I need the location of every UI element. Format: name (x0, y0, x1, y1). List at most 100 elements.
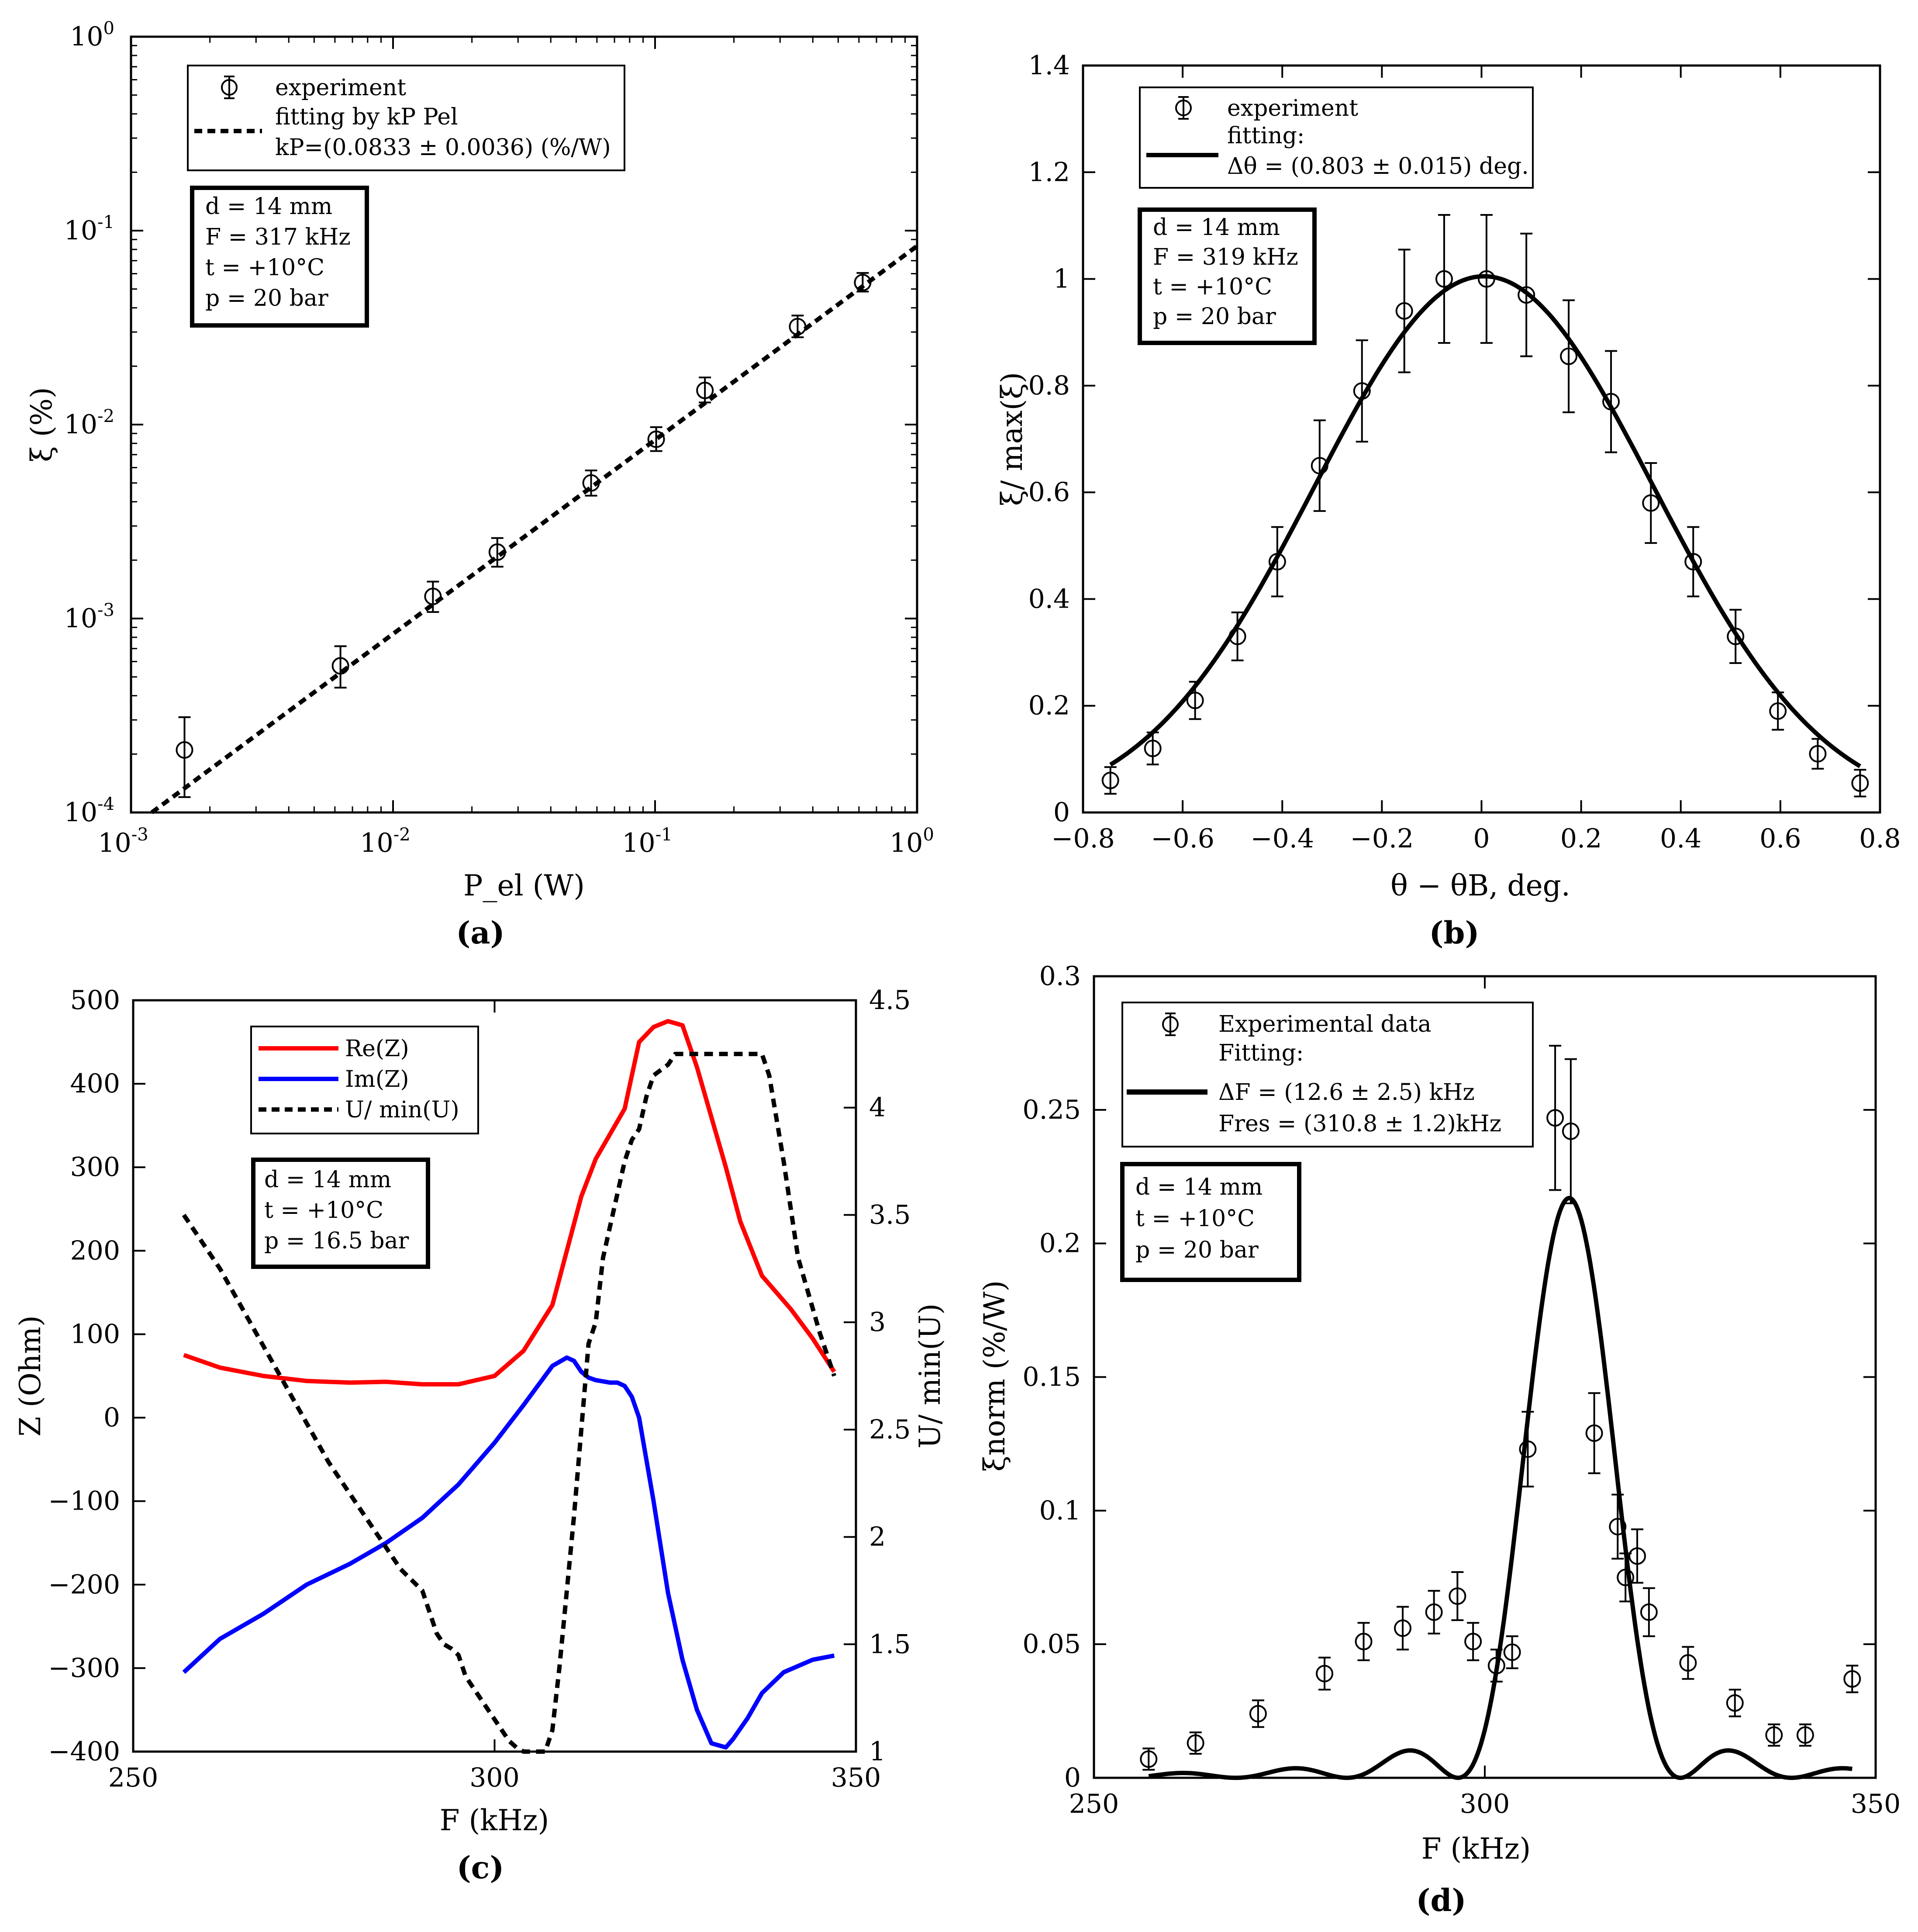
c-xlabel: F (kHz) (440, 1804, 549, 1837)
c-ytick-label-5: 100 (70, 1319, 120, 1349)
d-legend-fres: Fres = (310.8 ± 1.2)kHz (1218, 1111, 1501, 1137)
b-annotation-box (1138, 207, 1317, 345)
d-fit-curve (1148, 1196, 1852, 1780)
b-point-7-marker (1395, 302, 1413, 320)
c-rtick-label-3: 2.5 (869, 1414, 911, 1445)
d-xlabel: F (kHz) (1421, 1832, 1531, 1866)
a-xtick-label-0: 10-3 (98, 825, 148, 858)
b-legend-experiment: experiment (1227, 95, 1358, 121)
d-point-15-marker (1609, 1518, 1627, 1536)
a-legend-experiment: experiment (275, 75, 406, 101)
b-xtick-label-3: −0.2 (1350, 823, 1414, 854)
b-xtick-label-8: 0.8 (1859, 823, 1901, 854)
b-xtick-label-1: −0.6 (1151, 823, 1214, 854)
b-legend-dtheta: Δθ = (0.803 ± 0.015) deg. (1227, 153, 1529, 180)
b-point-12-marker (1602, 393, 1620, 411)
c-legend: Re(Z) Im(Z) U/ min(U) (250, 1026, 479, 1134)
b-xtick-label-2: −0.4 (1250, 823, 1314, 854)
b-annot-t: t = +10°C (1153, 274, 1272, 300)
a-point-6-marker (696, 381, 714, 399)
c-ytick-label-7: 300 (70, 1152, 120, 1182)
a-annot-t: t = +10°C (205, 255, 324, 281)
panel-b-axes-frame (1082, 64, 1881, 814)
b-ytick-label-3: 0.6 (1028, 477, 1070, 508)
a-ytick-label-1: 10-3 (64, 600, 114, 634)
d-point-14-marker (1585, 1424, 1603, 1442)
d-point-6-marker (1425, 1603, 1443, 1621)
c-ytick-label-1: −300 (48, 1653, 120, 1683)
b-xtick-label-0: −0.8 (1051, 823, 1115, 854)
c-ytick-label-4: 0 (103, 1403, 120, 1433)
a-legend: experiment fitting by kP Pel kP=(0.0833 … (187, 65, 625, 171)
b-point-8-marker (1435, 270, 1453, 288)
d-legend: Experimental data Fitting: ΔF = (12.6 ± … (1121, 1002, 1534, 1147)
d-point-5-marker (1394, 1619, 1412, 1637)
c-annotation-box (251, 1158, 430, 1269)
c-legend-im: Im(Z) (345, 1066, 409, 1092)
c-caption: (c) (457, 1849, 504, 1886)
panel-d-resonance-plot: 250 300 350 0 0.05 0.1 0.15 0.2 0.25 0.3 F (kHz)… (978, 961, 1901, 1918)
b-point-9-marker (1477, 270, 1495, 288)
a-ytick-label-3: 10-1 (64, 212, 114, 246)
c-ylabel-left: Z (Ohm) (14, 1315, 47, 1437)
c-annot-d: d = 14 mm (264, 1167, 391, 1193)
d-xtick-label-0: 250 (1069, 1789, 1119, 1819)
b-point-6-marker (1353, 382, 1371, 400)
b-ylabel: ξ/ max(ξ) (995, 372, 1029, 506)
d-point-13-marker (1562, 1122, 1580, 1140)
d-ytick-label-5: 0.25 (1022, 1095, 1081, 1125)
b-ytick-label-1: 0.2 (1028, 691, 1070, 721)
a-ytick-label-0: 10-4 (64, 794, 114, 828)
b-annot-d: d = 14 mm (1153, 214, 1280, 241)
b-point-16-marker (1769, 702, 1787, 720)
d-point-12-marker (1546, 1109, 1564, 1127)
panel-b-marks (1082, 65, 1881, 813)
c-rtick-label-6: 4 (869, 1092, 886, 1123)
c-rtick-label-0: 1 (869, 1736, 886, 1767)
a-annot-f: F = 317 kHz (205, 224, 351, 250)
d-caption: (d) (1416, 1882, 1466, 1918)
d-point-16-marker (1617, 1569, 1635, 1586)
a-fit-line (150, 244, 918, 815)
b-ytick-labels: 0 0.2 0.4 0.6 0.8 1 1.2 1.4 (1028, 50, 1070, 828)
a-point-1-marker (331, 657, 349, 675)
b-xtick-labels: −0.8 −0.6 −0.4 −0.2 0 0.2 0.4 0.6 0.8 (1051, 823, 1901, 854)
b-legend: experiment fitting: Δθ = (0.803 ± 0.015)… (1139, 86, 1534, 189)
a-legend-kp: kP=(0.0833 ± 0.0036) (%/W) (275, 135, 611, 161)
d-point-3-marker (1316, 1665, 1334, 1683)
d-xtick-label-1: 300 (1460, 1789, 1510, 1819)
b-point-5-marker (1311, 457, 1328, 475)
d-xtick-labels: 250 300 350 (1069, 1789, 1901, 1819)
panel-c-impedance-plot: 250 300 350 −400 −300 −200 −100 0 100 200 300 400 5… (14, 985, 947, 1886)
a-point-2-marker (424, 588, 442, 605)
b-point-0-marker (1101, 771, 1119, 789)
a-annot-d: d = 14 mm (205, 194, 332, 220)
d-legend-experimental: Experimental data (1218, 1011, 1432, 1037)
b-legend-marker-experiment (1175, 96, 1192, 120)
a-ytick-label-2: 10-2 (64, 406, 114, 440)
b-point-10-marker (1518, 286, 1535, 304)
panel-b-angular-plot: −0.8 −0.6 −0.4 −0.2 0 0.2 0.4 0.6 0.8 0 0.2 0.4 0.6… (995, 50, 1901, 951)
d-xtick-label-2: 350 (1851, 1789, 1901, 1819)
b-fit-curve (1109, 274, 1862, 768)
c-ylabel-right: U/ min(U) (913, 1303, 947, 1448)
b-annotation: d = 14 mm F = 319 kHz t = +10°C p = 20 b… (1138, 207, 1317, 345)
d-point-8-marker (1464, 1633, 1482, 1651)
c-ytick-label-3: −100 (48, 1486, 120, 1517)
b-point-4-marker (1268, 553, 1286, 570)
d-annot-t: t = +10°C (1135, 1206, 1255, 1232)
c-right-tick-labels: 1 1.5 2 2.5 3 3.5 4 4.5 (869, 985, 911, 1767)
a-ytick-label-4: 100 (70, 18, 114, 52)
c-ytick-label-6: 200 (70, 1235, 120, 1266)
a-legend-box (187, 65, 625, 171)
b-xtick-label-6: 0.4 (1660, 823, 1701, 854)
b-ytick-label-2: 0.4 (1028, 584, 1070, 614)
panel-d-marks (1093, 975, 1877, 1780)
a-xtick-label-1: 10-2 (360, 825, 410, 858)
b-caption: (b) (1429, 915, 1479, 951)
d-legend-df: ΔF = (12.6 ± 2.5) kHz (1218, 1079, 1475, 1106)
d-point-9-marker (1487, 1657, 1505, 1675)
b-legend-fit: fitting: (1227, 123, 1304, 149)
d-ytick-label-2: 0.1 (1039, 1495, 1081, 1526)
d-ylabel: ξnorm (%/W) (978, 1280, 1011, 1472)
